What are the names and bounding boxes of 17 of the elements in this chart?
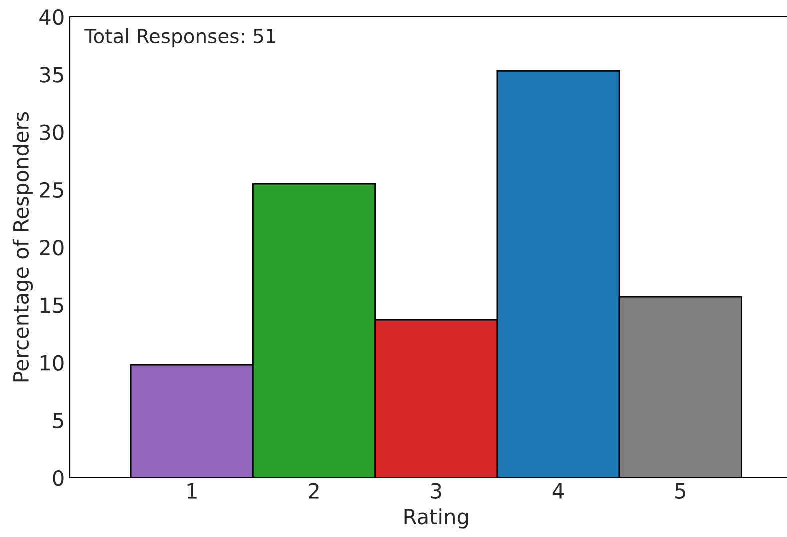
y-axis-title: Percentage of Responders — [12, 112, 34, 382]
x-axis-title: Rating — [404, 508, 468, 529]
x-tick-label: 5 — [676, 484, 686, 499]
x-tick-label: 1 — [188, 484, 197, 499]
y-tick-label: 10 — [40, 355, 64, 371]
y-tick-label: 35 — [40, 67, 64, 83]
y-tick-label: 25 — [40, 182, 64, 198]
y-tick-label: 30 — [40, 124, 64, 140]
annotation: Total Responses: 51 — [84, 28, 276, 48]
y-tick-label: 5 — [53, 413, 64, 429]
x-tick-label: 2 — [309, 483, 319, 499]
y-tick-label: 40 — [40, 9, 64, 26]
y-tick-label: 0 — [53, 470, 64, 486]
x-tick-label: 3 — [431, 483, 442, 499]
x-tick-label: 4 — [552, 484, 564, 499]
y-tick-label: 15 — [40, 298, 64, 314]
y-tick-label: 20 — [40, 240, 64, 256]
